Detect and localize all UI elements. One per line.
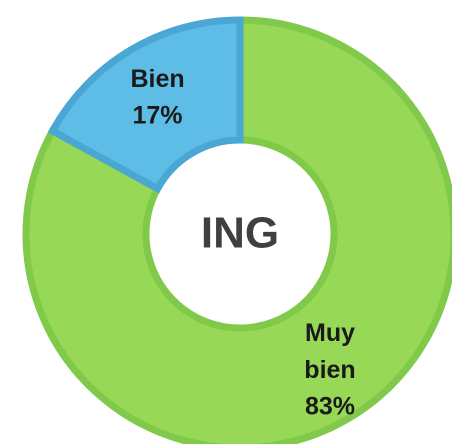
slice-value: 17% (133, 102, 183, 130)
slice-value: 83% (305, 393, 355, 421)
slice-category: Bien (130, 65, 184, 93)
slice-category: Muy bien (304, 319, 355, 384)
category-word: Bien (130, 65, 184, 93)
slice (47, 16, 244, 194)
slice (22, 16, 452, 444)
category-word: bien (304, 356, 355, 384)
category-word: Muy (305, 319, 355, 347)
center-label: ING (201, 209, 279, 258)
slices (22, 16, 452, 444)
